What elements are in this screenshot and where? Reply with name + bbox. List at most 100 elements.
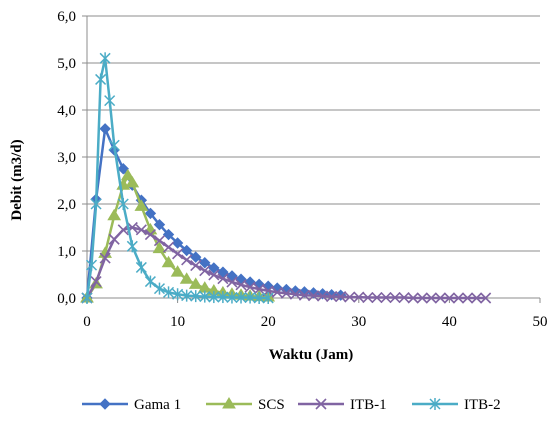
data-point-gama-1 xyxy=(144,207,157,220)
data-point-scs xyxy=(120,168,135,181)
data-point-itb-1 xyxy=(226,276,238,288)
data-point-itb-2 xyxy=(85,259,98,272)
legend-item-gama-1: Gama 1 xyxy=(82,397,181,413)
data-point-itb-1 xyxy=(480,292,492,304)
data-point-itb-2 xyxy=(253,292,265,304)
data-point-itb-1 xyxy=(471,292,483,304)
legend-label: Gama 1 xyxy=(134,397,181,413)
data-point-itb-2 xyxy=(108,139,120,152)
data-point-gama-1 xyxy=(190,251,202,263)
data-point-itb-1 xyxy=(153,235,166,247)
data-point-scs xyxy=(152,241,167,254)
data-point-itb-1 xyxy=(199,265,211,277)
legend-item-scs: SCS xyxy=(206,397,285,413)
data-point-itb-2 xyxy=(217,291,229,304)
data-point-itb-1 xyxy=(208,269,220,281)
y-tick-label: 6,0 xyxy=(57,9,76,25)
data-point-scs xyxy=(125,175,140,188)
data-point-itb-1 xyxy=(371,291,383,304)
data-point-itb-1 xyxy=(117,224,129,236)
data-point-itb-2 xyxy=(172,288,184,301)
data-point-itb-1 xyxy=(181,254,193,266)
data-point-itb-2 xyxy=(244,291,256,304)
data-point-itb-2 xyxy=(95,73,107,86)
series-line-itb-2 xyxy=(85,57,269,300)
legend-marker xyxy=(429,398,441,410)
legend-label: SCS xyxy=(258,397,285,413)
data-point-itb-1 xyxy=(398,291,410,304)
series-itb-2 xyxy=(81,52,274,304)
data-point-itb-1 xyxy=(425,292,437,304)
y-tick-label: 4,0 xyxy=(57,103,76,119)
data-point-gama-1 xyxy=(208,262,220,274)
legend-item-itb-1: ITB-1 xyxy=(298,397,387,413)
data-point-scs xyxy=(170,265,185,277)
data-point-itb-1 xyxy=(307,290,320,302)
data-point-itb-1 xyxy=(380,291,392,304)
data-point-itb-2 xyxy=(199,290,211,303)
x-tick-label: 50 xyxy=(533,314,548,330)
data-point-itb-2 xyxy=(90,198,102,210)
data-point-itb-1 xyxy=(90,275,102,288)
data-point-itb-1 xyxy=(99,252,111,264)
data-point-itb-1 xyxy=(344,291,356,303)
x-axis-title: Waktu (Jam) xyxy=(269,347,354,363)
x-tick-label: 20 xyxy=(261,314,276,330)
data-point-gama-1 xyxy=(153,218,166,231)
legend-marker xyxy=(222,397,236,409)
data-point-itb-2 xyxy=(190,290,202,303)
data-point-itb-1 xyxy=(135,224,147,236)
data-point-itb-1 xyxy=(443,292,455,304)
series-itb-1 xyxy=(81,221,492,304)
y-tick-label: 1,0 xyxy=(57,244,76,260)
data-point-gama-1 xyxy=(162,228,175,241)
data-point-itb-1 xyxy=(289,288,301,300)
series-layer xyxy=(80,52,492,304)
data-point-itb-2 xyxy=(163,286,175,299)
data-point-itb-1 xyxy=(235,279,247,291)
data-point-itb-2 xyxy=(81,292,93,304)
data-point-itb-1 xyxy=(407,292,419,304)
data-point-itb-1 xyxy=(353,291,365,303)
data-point-gama-1 xyxy=(171,237,184,249)
data-point-itb-2 xyxy=(135,261,147,274)
legend: Gama 1 SCS ITB-1 ITB-2 xyxy=(82,397,501,413)
y-axis-title: Debit (m3/d) xyxy=(9,139,25,220)
data-point-itb-1 xyxy=(244,281,256,293)
data-point-itb-1 xyxy=(316,290,329,302)
data-point-gama-1 xyxy=(199,257,211,269)
data-point-gama-1 xyxy=(334,289,347,301)
data-point-itb-1 xyxy=(217,273,229,285)
x-tick-label: 30 xyxy=(351,314,366,330)
data-point-gama-1 xyxy=(99,123,111,135)
data-point-itb-2 xyxy=(99,52,111,65)
y-tick-label: 2,0 xyxy=(57,197,76,213)
data-point-itb-1 xyxy=(416,292,428,304)
gridlines xyxy=(87,15,540,299)
legend-marker xyxy=(315,398,327,410)
data-point-itb-2 xyxy=(208,291,220,304)
x-tick-label: 0 xyxy=(83,314,91,330)
data-point-gama-1 xyxy=(180,244,193,257)
data-point-itb-2 xyxy=(126,240,138,253)
data-point-itb-1 xyxy=(162,241,175,253)
data-point-gama-1 xyxy=(117,163,129,175)
data-point-itb-1 xyxy=(326,291,338,303)
data-point-itb-1 xyxy=(190,260,202,272)
data-point-itb-1 xyxy=(144,228,156,241)
legend-label: ITB-1 xyxy=(350,397,387,413)
data-point-itb-1 xyxy=(108,233,120,245)
data-point-itb-2 xyxy=(235,291,247,304)
data-point-scs xyxy=(161,255,176,268)
y-tick-label: 5,0 xyxy=(57,56,76,72)
data-point-itb-1 xyxy=(452,292,465,304)
data-point-itb-1 xyxy=(362,291,374,304)
data-point-scs xyxy=(179,272,194,284)
data-point-itb-1 xyxy=(434,292,446,304)
data-point-itb-2 xyxy=(181,289,193,302)
data-point-itb-2 xyxy=(262,292,274,304)
data-point-scs xyxy=(107,208,122,221)
data-point-itb-1 xyxy=(461,292,474,304)
